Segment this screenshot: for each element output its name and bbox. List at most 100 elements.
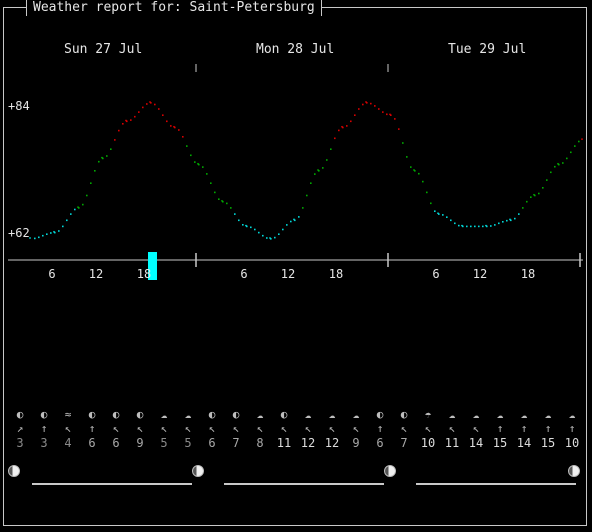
temperature-point	[406, 156, 408, 158]
moon-icon: ◐	[136, 408, 144, 421]
hour-tick-label: 12	[472, 267, 488, 281]
temperature-point	[82, 203, 84, 206]
temperature-point	[246, 225, 248, 228]
moon-icon: ◐	[208, 408, 216, 421]
cloud-icon: ☁	[328, 408, 336, 421]
temperature-point	[346, 125, 348, 127]
moon-icon: ◐	[280, 408, 288, 421]
temperature-point	[514, 217, 516, 220]
temperature-point	[546, 179, 548, 181]
temperature-point	[390, 114, 392, 116]
temperature-point	[482, 225, 484, 228]
temperature-point	[574, 145, 576, 147]
data-point	[389, 113, 391, 116]
hour-tick-label: 12	[280, 267, 296, 281]
moon-phase-icon	[568, 465, 580, 477]
temperature-point	[550, 171, 552, 174]
wind-speed: 12	[324, 436, 340, 450]
temperature-point	[202, 166, 204, 168]
hour-tick-label: 6	[48, 267, 56, 281]
temperature-point	[138, 111, 140, 113]
data-point	[53, 230, 55, 233]
hour-tick-label: 18	[520, 267, 536, 281]
wind-speed: 14	[468, 436, 484, 450]
temperature-point	[110, 148, 112, 150]
window-title: Weather report for: Saint-Petersburg	[26, 0, 322, 16]
wind-speed: 5	[184, 436, 192, 450]
temperature-point	[38, 236, 40, 239]
temperature-point	[394, 118, 396, 120]
temperature-point	[250, 226, 252, 229]
temperature-point	[358, 108, 360, 110]
wind-direction-icon: ↑	[88, 422, 96, 435]
cloud-icon: ☁	[256, 408, 264, 421]
temperature-point	[330, 148, 332, 150]
temperature-point	[238, 219, 240, 222]
daylight-bar	[32, 483, 192, 485]
temperature-point	[502, 221, 504, 223]
temperature-point	[46, 233, 48, 235]
cloud-icon: ☁	[568, 408, 576, 421]
data-point	[29, 237, 31, 239]
temperature-point	[146, 103, 148, 105]
wind-direction-icon: ↖	[208, 422, 216, 435]
wind-direction-icon: ↖	[424, 422, 432, 435]
temperature-point	[446, 216, 448, 218]
temperature-point	[430, 202, 432, 205]
wind-speed: 15	[540, 436, 556, 450]
temperature-point	[254, 228, 256, 231]
temperature-point	[466, 225, 468, 228]
temperature-point	[134, 115, 136, 118]
temperature-point	[42, 234, 44, 237]
temperature-point	[322, 167, 324, 169]
temperature-point	[506, 219, 508, 222]
temperature-point	[370, 102, 372, 105]
temperature-point	[554, 165, 556, 168]
wind-direction-icon: ↖	[352, 422, 360, 435]
data-point	[533, 193, 535, 196]
data-point	[221, 200, 223, 202]
temperature-point	[378, 108, 380, 110]
wind-speed: 5	[160, 436, 168, 450]
temperature-point	[342, 126, 344, 129]
temperature-point	[186, 145, 188, 147]
wind-speed: 6	[88, 436, 96, 450]
moon-phase-icon	[8, 465, 20, 477]
temperature-point	[462, 225, 464, 228]
y-axis-max-label: +84	[8, 99, 30, 113]
hour-tick-label: 6	[240, 267, 248, 281]
wind-direction-icon: ↖	[472, 422, 480, 435]
wind-direction-icon: ↖	[448, 422, 456, 435]
temperature-point	[294, 219, 296, 222]
wind-speed: 3	[40, 436, 48, 450]
temperature-point	[494, 224, 496, 226]
data-point	[293, 218, 295, 221]
temperature-point	[362, 103, 364, 106]
day-label-2: Mon 28 Jul	[256, 42, 335, 57]
temperature-point	[298, 216, 300, 218]
data-point	[485, 224, 487, 227]
temperature-point	[266, 237, 268, 239]
temperature-point	[94, 170, 96, 172]
temperature-point	[78, 207, 80, 209]
wind-speed: 9	[136, 436, 144, 450]
moon-phase-icon	[192, 465, 204, 477]
temperature-point	[190, 154, 192, 157]
temperature-point	[566, 157, 568, 160]
wind-speed: 10	[564, 436, 580, 450]
temperature-point	[414, 170, 416, 172]
temperature-point	[386, 113, 388, 116]
temperature-point	[478, 225, 480, 228]
cloud-icon: ☁	[496, 408, 504, 421]
wind-speed: 3	[16, 436, 24, 450]
temperature-point	[178, 129, 180, 131]
wind-speed: 7	[232, 436, 240, 450]
temperature-point	[222, 200, 224, 203]
wind-speed: 11	[444, 436, 460, 450]
temperature-point	[170, 125, 172, 127]
temperature-point	[426, 191, 428, 194]
temperature-point	[286, 224, 288, 226]
temperature-point	[542, 187, 544, 189]
wind-speed: 14	[516, 436, 532, 450]
temperature-point	[490, 225, 492, 227]
